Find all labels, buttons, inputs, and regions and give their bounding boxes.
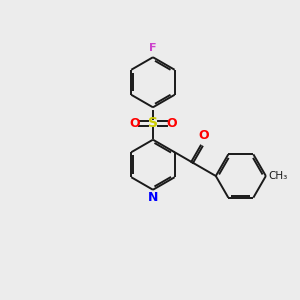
- Text: CH₃: CH₃: [269, 171, 288, 181]
- Text: S: S: [148, 116, 158, 130]
- Text: O: O: [166, 117, 176, 130]
- Text: O: O: [199, 129, 209, 142]
- Text: O: O: [129, 117, 140, 130]
- Text: N: N: [148, 191, 158, 204]
- Text: F: F: [149, 43, 157, 53]
